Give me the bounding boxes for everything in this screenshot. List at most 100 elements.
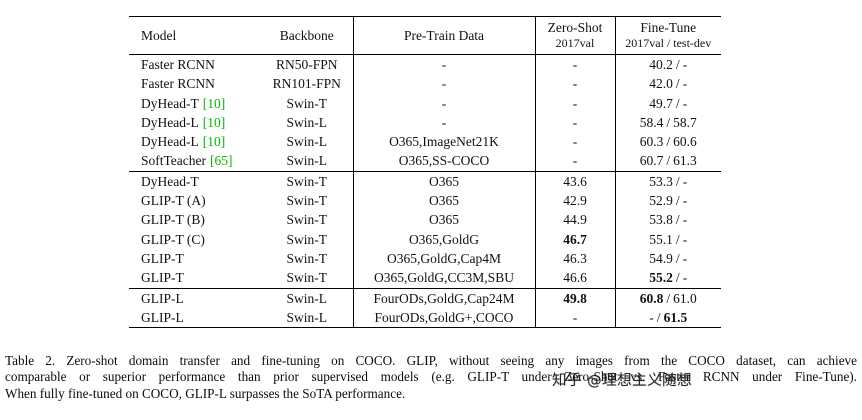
- cell-zeroshot: -: [535, 93, 616, 113]
- model-name: GLIP-T (A): [141, 193, 206, 209]
- finetune-val: 60.3: [639, 134, 664, 150]
- cell-model: DyHead-L [10]: [129, 132, 261, 151]
- col-header-finetune: Fine-Tune 2017val / test-dev: [615, 17, 721, 55]
- cell-zeroshot: -: [535, 112, 616, 133]
- finetune-testdev: -: [682, 95, 688, 111]
- table-row: GLIP-L Swin-L FourODs,GoldG,Cap24M 49.8 …: [129, 288, 721, 308]
- finetune-val: 60.7: [639, 153, 664, 169]
- citation-link[interactable]: [10]: [202, 134, 226, 150]
- finetune-testdev: 58.7: [673, 114, 697, 130]
- slash-separator: /: [666, 134, 671, 150]
- finetune-val: 54.9: [649, 250, 673, 266]
- cell-finetune: 53.8/-: [615, 210, 721, 229]
- cell-pretrain: O365,GoldG: [353, 229, 536, 249]
- finetune-title: Fine-Tune: [640, 20, 697, 35]
- slash-separator: /: [666, 114, 671, 130]
- table-caption: Table 2. Zero-shot domain transfer and f…: [5, 353, 857, 402]
- cell-zeroshot: -: [535, 307, 616, 328]
- cell-model: DyHead-T [10]: [129, 94, 261, 113]
- table-row: Faster RCNN RN50-FPN - - 40.2/-: [129, 54, 721, 75]
- cell-finetune: 60.3/60.6: [615, 132, 721, 151]
- slash-separator: /: [675, 76, 680, 92]
- model-name: GLIP-T (B): [141, 212, 205, 228]
- model-name: GLIP-L: [141, 290, 184, 306]
- table-row: GLIP-T (C) Swin-T O365,GoldG 46.7 55.1/-: [129, 229, 721, 249]
- cell-pretrain: -: [353, 54, 536, 75]
- col-header-pretrain: Pre-Train Data: [353, 16, 536, 55]
- finetune-testdev: 61.3: [673, 153, 697, 169]
- model-name: Faster RCNN: [141, 57, 215, 72]
- model-name: GLIP-T (C): [141, 231, 205, 247]
- finetune-testdev: -: [682, 193, 688, 209]
- model-name: DyHead-T: [141, 173, 199, 189]
- cell-pretrain: O365,SS-COCO: [353, 151, 536, 172]
- cell-zeroshot: 44.9: [535, 210, 616, 230]
- cell-model: DyHead-L [10]: [129, 113, 261, 132]
- table-row: DyHead-T [10] Swin-T - - 49.7/-: [129, 93, 721, 113]
- cell-pretrain: -: [353, 112, 536, 133]
- cell-backbone: Swin-T: [261, 268, 354, 289]
- cell-pretrain: -: [353, 74, 536, 94]
- slash-separator: /: [666, 153, 671, 169]
- cell-pretrain: O365,GoldG,CC3M,SBU: [353, 268, 536, 289]
- cell-finetune: 49.7/-: [615, 94, 721, 113]
- slash-separator: /: [675, 231, 680, 247]
- model-name: GLIP-T: [141, 250, 184, 266]
- results-table-wrap: Model Backbone Pre-Train Data Zero-Shot …: [129, 16, 721, 329]
- cell-finetune: 55.1/-: [615, 230, 721, 249]
- cell-zeroshot: 46.3: [535, 248, 616, 269]
- cell-model: GLIP-T: [129, 249, 261, 268]
- finetune-testdev: -: [682, 231, 688, 247]
- citation-link[interactable]: [10]: [202, 114, 226, 130]
- cell-backbone: Swin-T: [261, 93, 354, 113]
- slash-separator: /: [675, 212, 680, 228]
- slash-separator: /: [675, 57, 680, 72]
- cell-pretrain: O365: [353, 171, 536, 192]
- table-row: GLIP-L Swin-L FourODs,GoldG+,COCO - -/61…: [129, 307, 721, 328]
- finetune-testdev: -: [682, 250, 688, 266]
- cell-zeroshot: 46.7: [535, 229, 616, 249]
- cell-model: Faster RCNN: [129, 55, 261, 75]
- slash-separator: /: [675, 193, 680, 209]
- col-header-model: Model: [141, 27, 177, 43]
- cell-model: GLIP-T: [129, 268, 261, 288]
- cell-zeroshot: -: [535, 74, 616, 94]
- finetune-testdev: -: [682, 212, 688, 228]
- zeroshot-subtitle: 2017val: [555, 36, 595, 50]
- cell-backbone: Swin-T: [261, 171, 354, 192]
- finetune-val: -: [649, 309, 654, 325]
- finetune-val: 55.2: [649, 270, 673, 286]
- cell-pretrain: FourODs,GoldG,Cap24M: [353, 288, 536, 308]
- finetune-testdev: -: [682, 173, 688, 189]
- cell-backbone: Swin-L: [261, 288, 354, 308]
- cell-model: DyHead-T: [129, 171, 261, 191]
- finetune-testdev: -: [682, 270, 688, 286]
- cell-finetune: 42.0/-: [615, 74, 721, 93]
- table-row: Faster RCNN RN101-FPN - - 42.0/-: [129, 74, 721, 94]
- finetune-val: 58.4: [639, 114, 664, 130]
- model-name: DyHead-T: [141, 95, 199, 111]
- citation-link[interactable]: [10]: [202, 95, 226, 111]
- cell-pretrain: O365,ImageNet21K: [353, 132, 536, 152]
- cell-pretrain: -: [353, 93, 536, 113]
- finetune-val: 52.9: [649, 193, 673, 209]
- model-name: GLIP-L: [141, 309, 184, 325]
- slash-separator: /: [675, 270, 680, 286]
- slash-separator: /: [666, 290, 671, 306]
- finetune-val: 42.0: [649, 76, 673, 92]
- group-glip-tiny: DyHead-T Swin-T O365 43.6 53.3/- GLIP-T …: [129, 171, 721, 289]
- cell-pretrain: O365: [353, 210, 536, 230]
- table-row: GLIP-T (A) Swin-T O365 42.9 52.9/-: [129, 191, 721, 211]
- cell-backbone: Swin-T: [261, 210, 354, 230]
- cell-model: SoftTeacher [65]: [129, 151, 261, 171]
- citation-link[interactable]: [65]: [210, 153, 233, 169]
- group-supervised-models: Faster RCNN RN50-FPN - - 40.2/- Faster R…: [129, 54, 721, 172]
- cell-zeroshot: 49.8: [535, 288, 616, 308]
- table-row: SoftTeacher [65] Swin-L O365,SS-COCO - 60…: [129, 151, 721, 172]
- slash-separator: /: [675, 95, 680, 111]
- cell-model: GLIP-T (A): [129, 191, 261, 210]
- cell-finetune: 60.7/61.3: [615, 151, 721, 171]
- slash-separator: /: [656, 309, 661, 325]
- cell-finetune: 52.9/-: [615, 191, 721, 210]
- cell-backbone: Swin-L: [261, 151, 354, 172]
